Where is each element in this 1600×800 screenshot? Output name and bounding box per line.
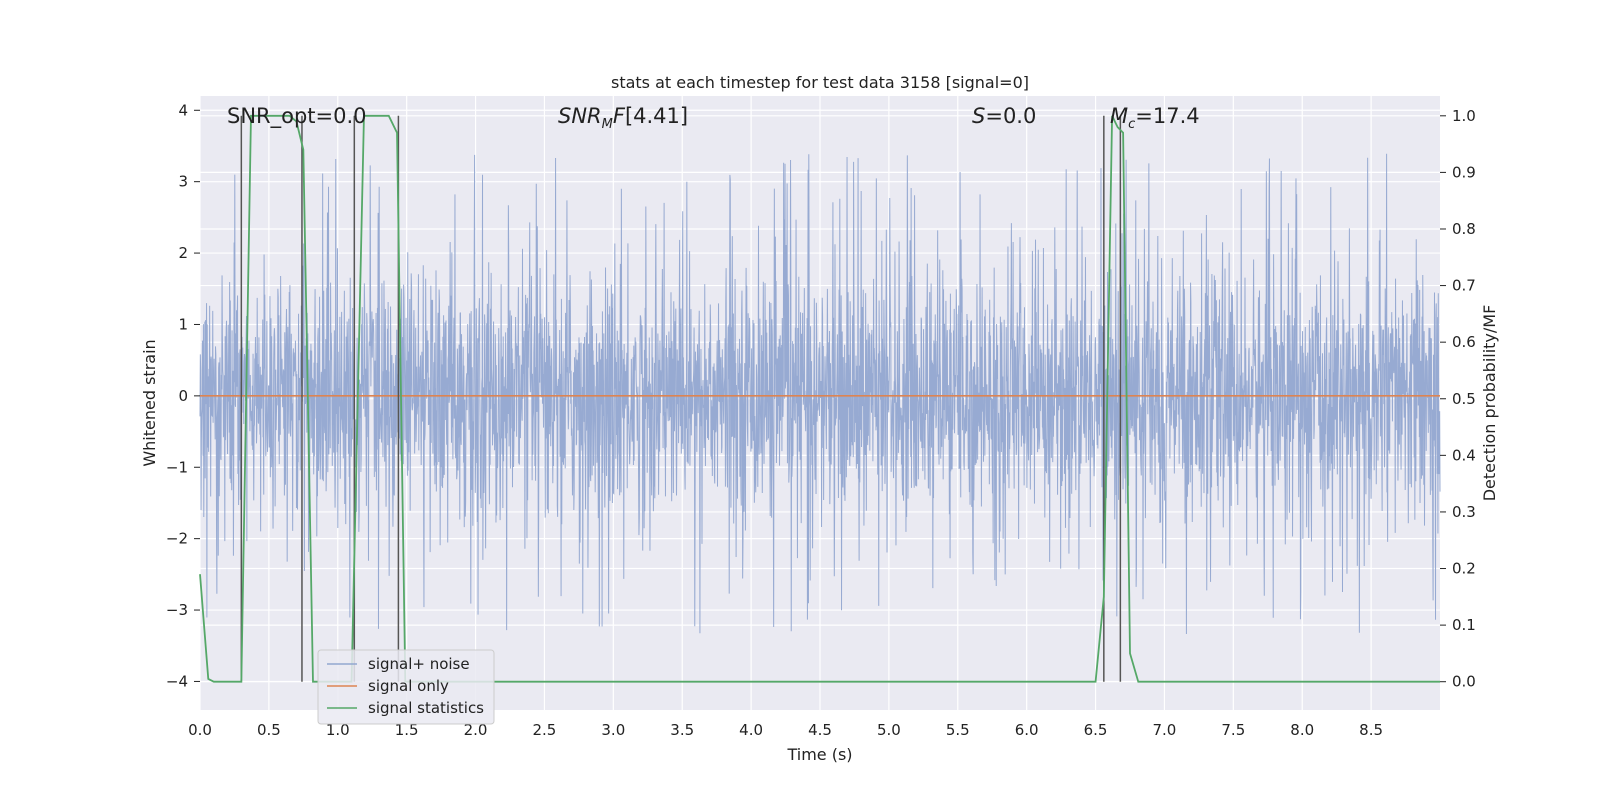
x-tick-label: 5.5	[946, 721, 970, 739]
x-tick-label: 0.5	[257, 721, 281, 739]
x-tick-label: 6.0	[1015, 721, 1039, 739]
y-axis-ticks: 4 3 2 1 0 −1 −2 −3 −4	[166, 101, 200, 690]
y2-tick-label: 0.3	[1452, 503, 1476, 521]
x-tick-label: 3.0	[601, 721, 625, 739]
x-tick-label: 3.5	[670, 721, 694, 739]
y-tick-label: −1	[166, 458, 188, 476]
y2-tick-label: 0.7	[1452, 277, 1476, 295]
x-tick-label: 6.5	[1084, 721, 1108, 739]
signal-statistics-series	[199, 114, 1440, 683]
legend-label-signal-statistics: signal statistics	[368, 699, 484, 717]
y2-axis-ticks: 1.0 0.9 0.8 0.7 0.6 0.5 0.4 0.3 0.2 0.1 0.0	[1440, 107, 1476, 691]
x-tick-label: 4.0	[739, 721, 763, 739]
y-tick-label: −4	[166, 672, 188, 690]
snr-mf-annotation: SNRMF[4.41]	[558, 104, 688, 132]
y-tick-label: −3	[166, 601, 188, 619]
x-axis-label: Time (s)	[786, 745, 852, 764]
y-tick-label: 4	[178, 101, 188, 119]
y-tick-label: 1	[178, 315, 188, 333]
legend-label-signal-noise: signal+ noise	[368, 655, 470, 673]
signal-noise-line	[199, 153, 1441, 634]
s-value: =0.0	[985, 104, 1036, 128]
y2-tick-label: 0.6	[1452, 333, 1476, 351]
y2-tick-label: 1.0	[1452, 107, 1476, 125]
legend-label-signal-only: signal only	[368, 677, 449, 695]
x-tick-label: 2.0	[464, 721, 488, 739]
x-tick-label: 4.5	[808, 721, 832, 739]
s-annotation: S=0.0	[972, 104, 1036, 128]
snr-opt-annotation: SNR_opt=0.0	[227, 104, 367, 129]
signal-statistics-line	[199, 114, 1440, 683]
y2-tick-label: 0.0	[1452, 673, 1476, 691]
mc-annotation: Mc=17.4	[1110, 104, 1200, 132]
x-tick-label: 8.0	[1290, 721, 1314, 739]
snr-mf-value: [4.41]	[625, 104, 688, 128]
chart-title: stats at each timestep for test data 315…	[611, 73, 1029, 92]
y2-axis-label: Detection probability/MF	[1480, 305, 1499, 502]
x-tick-label: 8.5	[1359, 721, 1383, 739]
y2-tick-label: 0.5	[1452, 390, 1476, 408]
y2-tick-label: 0.1	[1452, 616, 1476, 634]
x-tick-label: 7.5	[1221, 721, 1245, 739]
x-tick-label: 5.0	[877, 721, 901, 739]
y2-tick-label: 0.4	[1452, 446, 1476, 464]
x-tick-label: 0.0	[188, 721, 212, 739]
x-axis-ticks: 0.0 0.5 1.0 1.5 2.0 2.5 3.0 3.5 4.0 4.5 5.0 5.5 6.0 6…	[188, 721, 1383, 739]
legend-box	[317, 649, 495, 725]
legend: signal+ noise signal only signal statist…	[317, 649, 495, 725]
mc-value: =17.4	[1135, 104, 1199, 128]
y2-tick-label: 0.8	[1452, 220, 1476, 238]
y-axis-label: Whitened strain	[140, 339, 159, 466]
y2-tick-label: 0.9	[1452, 163, 1476, 181]
x-tick-label: 1.0	[326, 721, 350, 739]
x-tick-label: 2.5	[533, 721, 557, 739]
y-tick-label: 2	[178, 244, 188, 262]
signal-noise-series	[199, 153, 1441, 634]
x-tick-label: 1.5	[395, 721, 419, 739]
y-tick-label: 0	[178, 387, 188, 405]
y-tick-label: 3	[178, 173, 188, 191]
y-tick-label: −2	[166, 530, 188, 548]
x-tick-label: 7.0	[1153, 721, 1177, 739]
y2-tick-label: 0.2	[1452, 560, 1476, 578]
